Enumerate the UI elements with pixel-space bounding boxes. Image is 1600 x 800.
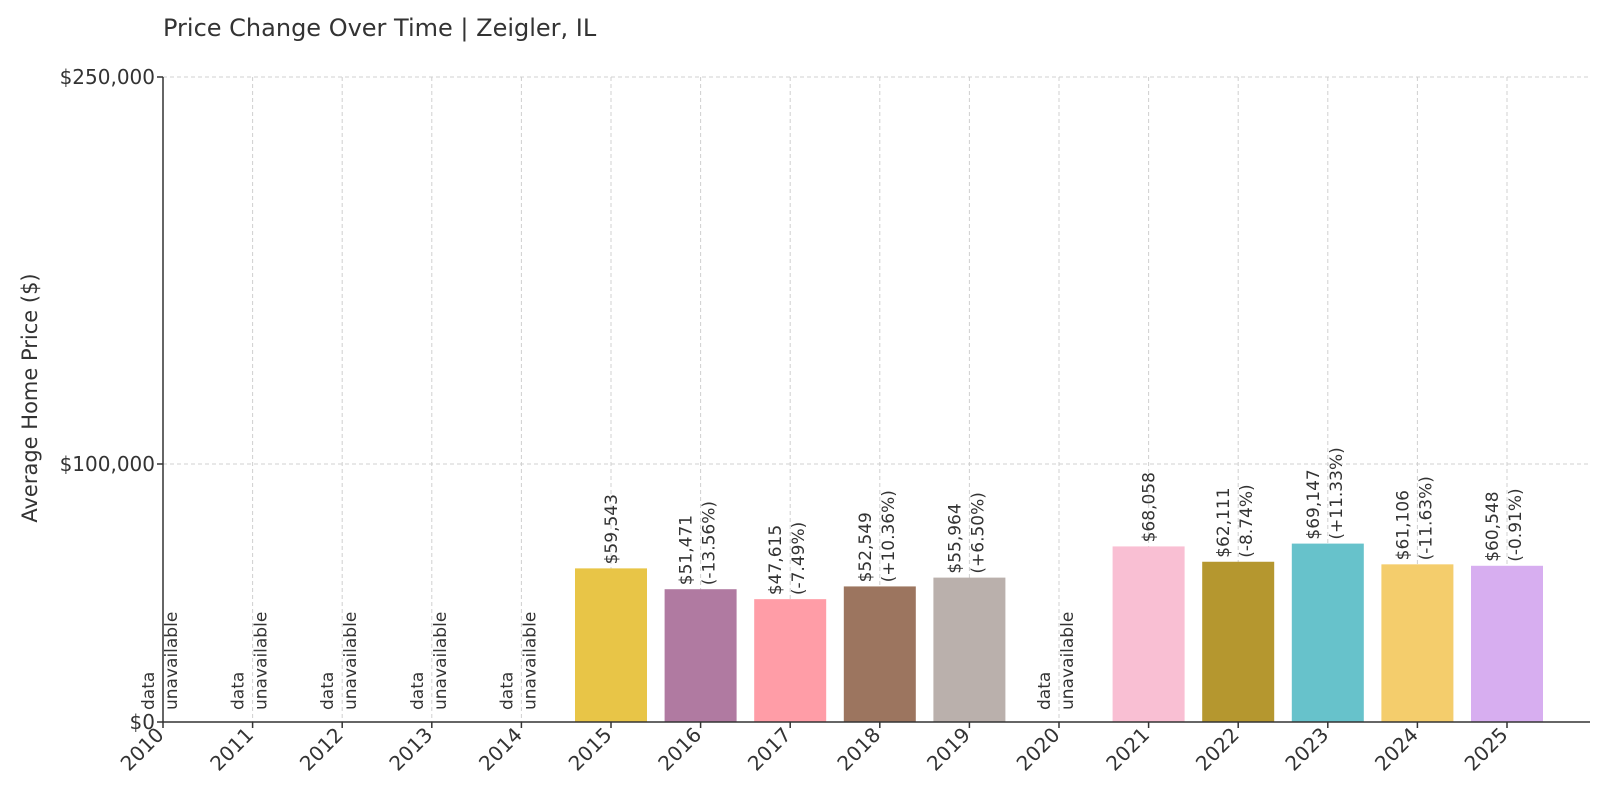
data-label-2015: $59,543 <box>602 494 622 564</box>
bar-2022 <box>1202 561 1275 722</box>
data-label-2025: $60,548 (-0.91%) <box>1483 488 1526 561</box>
bar-2021 <box>1112 546 1185 722</box>
y-tick-label: $250,000 <box>60 65 155 89</box>
x-tick-label: 2019 <box>922 723 975 776</box>
bar-2018 <box>843 586 916 722</box>
data-label-2021: $68,058 <box>1140 472 1160 542</box>
bar-2024 <box>1381 564 1454 722</box>
bar-2017 <box>754 599 827 722</box>
data-label-2023: $69,147 (+11.33%) <box>1304 447 1347 539</box>
bar-2015 <box>575 568 647 722</box>
data-label-2019: $55,964 (+6.50%) <box>945 492 988 574</box>
y-tick-label: $100,000 <box>60 452 155 476</box>
data-label-2017: $47,615 (-7.49%) <box>766 522 809 595</box>
missing-data-label: data unavailable <box>139 612 182 710</box>
x-tick-label: 2012 <box>295 723 348 776</box>
data-label-2016: $51,471 (-13.56%) <box>677 501 720 585</box>
data-label-2022: $62,111 (-8.74%) <box>1214 484 1257 557</box>
missing-data-label: data unavailable <box>229 612 272 710</box>
x-tick-label: 2011 <box>205 723 258 776</box>
data-label-2018: $52,549 (+10.36%) <box>856 490 899 582</box>
x-tick-label: 2016 <box>653 723 706 776</box>
missing-data-label: data unavailable <box>497 612 540 710</box>
x-tick-label: 2023 <box>1280 723 1333 776</box>
x-tick-label: 2022 <box>1191 723 1244 776</box>
missing-data-label: data unavailable <box>1035 612 1078 710</box>
x-tick-label: 2025 <box>1460 723 1513 776</box>
bar-2023 <box>1291 543 1364 722</box>
data-label-2024: $61,106 (-11.63%) <box>1393 476 1436 560</box>
x-tick-label: 2014 <box>474 723 527 776</box>
bar-2025 <box>1471 565 1543 722</box>
x-tick-label: 2017 <box>743 723 796 776</box>
y-tick-label: $0 <box>130 710 155 734</box>
chart-title: Price Change Over Time | Zeigler, IL <box>163 14 597 42</box>
missing-data-label: data unavailable <box>318 612 361 710</box>
x-tick-label: 2021 <box>1101 723 1154 776</box>
x-tick-label: 2013 <box>384 723 437 776</box>
bar-2019 <box>933 577 1006 722</box>
x-tick-label: 2020 <box>1012 723 1065 776</box>
bar-2016 <box>664 589 737 722</box>
x-tick-label: 2015 <box>564 723 617 776</box>
y-axis-label: Average Home Price ($) <box>18 273 42 523</box>
x-tick-label: 2024 <box>1370 723 1423 776</box>
missing-data-label: data unavailable <box>408 612 451 710</box>
x-tick-label: 2018 <box>832 723 885 776</box>
